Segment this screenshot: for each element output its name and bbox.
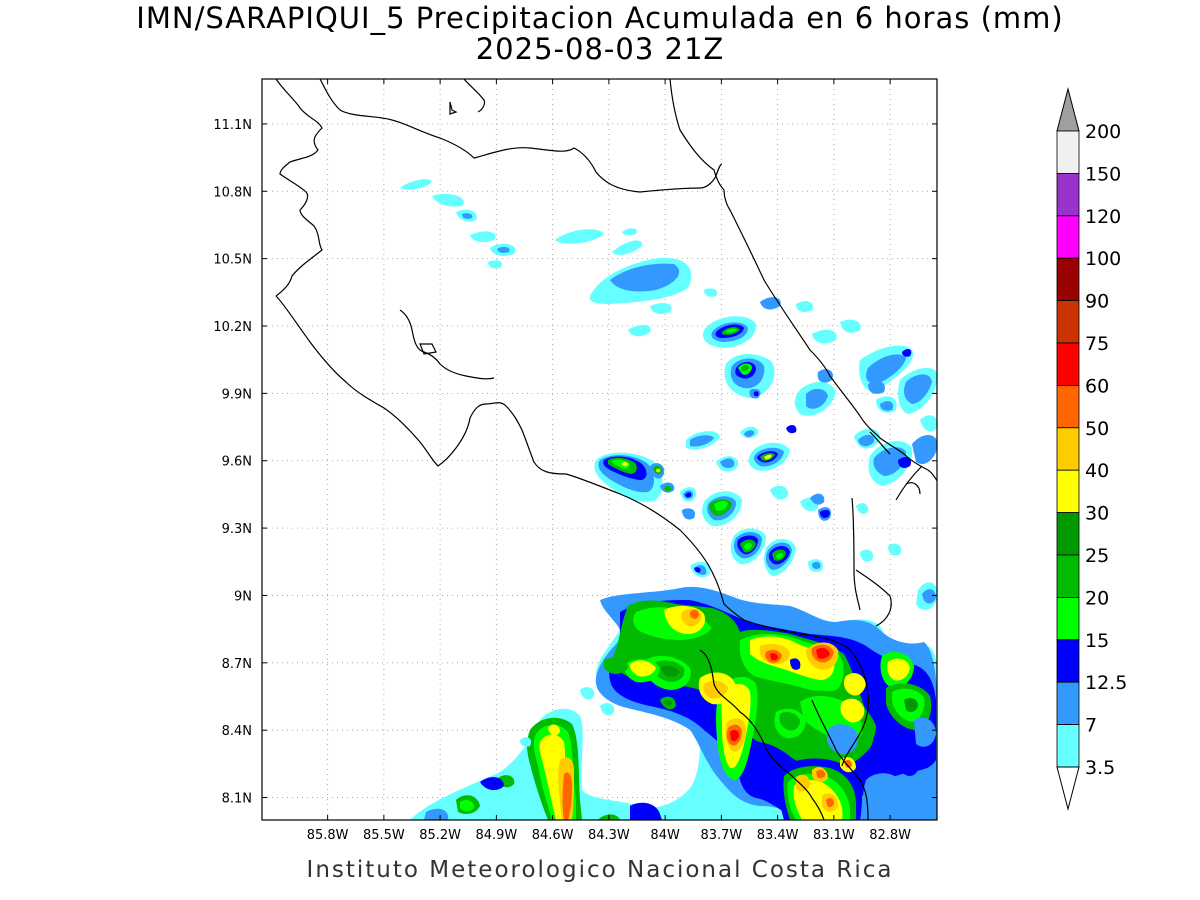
map-valid-time: 2025-08-03 21Z bbox=[475, 32, 725, 66]
colorbar-band bbox=[1056, 469, 1080, 514]
colorbar-band bbox=[1056, 257, 1080, 302]
colorbar-band bbox=[1056, 172, 1080, 217]
colorbar-max-arrow bbox=[1056, 87, 1080, 132]
colorbar-label: 75 bbox=[1085, 333, 1109, 355]
colorbar-label: 150 bbox=[1085, 163, 1121, 185]
colorbar-band bbox=[1056, 130, 1080, 174]
lon-tick-label: 84.3W bbox=[588, 828, 630, 843]
colorbar-band bbox=[1056, 215, 1080, 259]
lon-tick-label: 84.6W bbox=[532, 828, 574, 843]
colorbar-band bbox=[1056, 384, 1080, 429]
colorbar-band bbox=[1056, 300, 1080, 344]
colorbar-band bbox=[1056, 681, 1080, 726]
colorbar-band bbox=[1056, 639, 1080, 683]
lon-tick-label: 84.9W bbox=[475, 828, 517, 843]
lat-tick-label: 9.6N bbox=[222, 455, 252, 470]
lon-tick-label: 82.8W bbox=[869, 828, 911, 843]
colorbar-label: 60 bbox=[1085, 375, 1109, 397]
map-title: IMN/SARAPIQUI_5 Precipitacion Acumulada … bbox=[136, 1, 1064, 35]
colorbar-label: 90 bbox=[1085, 291, 1109, 313]
lat-tick-label: 9.3N bbox=[222, 522, 252, 537]
lat-tick-label: 8.1N bbox=[222, 792, 252, 807]
colorbar-label: 120 bbox=[1085, 206, 1121, 228]
precip-cells-central bbox=[594, 316, 937, 611]
colorbar-label: 3.5 bbox=[1085, 757, 1115, 779]
colorbar-label: 30 bbox=[1085, 503, 1109, 525]
lon-tick-label: 85.8W bbox=[307, 828, 349, 843]
colorbar-label: 200 bbox=[1085, 121, 1121, 143]
colorbar-min-arrow bbox=[1056, 766, 1080, 811]
lat-tick-label: 8.7N bbox=[222, 657, 252, 672]
colorbar-band bbox=[1056, 597, 1080, 641]
lon-tick-label: 83.7W bbox=[700, 828, 742, 843]
colorbar-label: 15 bbox=[1085, 630, 1109, 652]
colorbar-label: 40 bbox=[1085, 460, 1109, 482]
colorbar-label: 20 bbox=[1085, 587, 1109, 609]
map-border bbox=[261, 78, 938, 821]
colorbar-band bbox=[1056, 554, 1080, 598]
lon-tick-label: 83.1W bbox=[813, 828, 855, 843]
lat-tick-label: 10.8N bbox=[213, 185, 252, 200]
lon-tick-label: 83.4W bbox=[757, 828, 799, 843]
coastline bbox=[275, 79, 937, 820]
precip-band-north bbox=[400, 179, 861, 344]
colorbar: 200 150 120 100 90 75 60 50 40 30 25 20 15 12.5 7 3.5 bbox=[1056, 87, 1127, 811]
axis-ticks: 85.8W 85.5W 85.2W 84.9W 84.6W 84.3W 84W 83.7W 83… bbox=[213, 79, 937, 843]
credit-text: Instituto Meteorologico Nacional Costa R… bbox=[306, 857, 894, 883]
colorbar-label: 50 bbox=[1085, 418, 1109, 440]
lon-tick-label: 84W bbox=[650, 828, 680, 843]
colorbar-band bbox=[1056, 342, 1080, 386]
colorbar-label: 25 bbox=[1085, 545, 1109, 567]
lat-tick-label: 9.9N bbox=[222, 387, 252, 402]
lat-tick-label: 10.2N bbox=[213, 320, 252, 335]
lat-tick-label: 11.1N bbox=[213, 118, 252, 133]
colorbar-label: 100 bbox=[1085, 248, 1121, 270]
lon-tick-label: 85.2W bbox=[419, 828, 461, 843]
colorbar-label: 7 bbox=[1085, 715, 1097, 737]
colorbar-band bbox=[1056, 724, 1080, 768]
lat-tick-label: 10.5N bbox=[213, 253, 252, 268]
lon-tick-label: 85.5W bbox=[363, 828, 405, 843]
colorbar-label: 12.5 bbox=[1085, 672, 1127, 694]
lat-tick-label: 8.4N bbox=[222, 724, 252, 739]
colorbar-band bbox=[1056, 512, 1080, 556]
colorbar-band bbox=[1056, 427, 1080, 471]
lat-tick-label: 9N bbox=[234, 589, 252, 604]
